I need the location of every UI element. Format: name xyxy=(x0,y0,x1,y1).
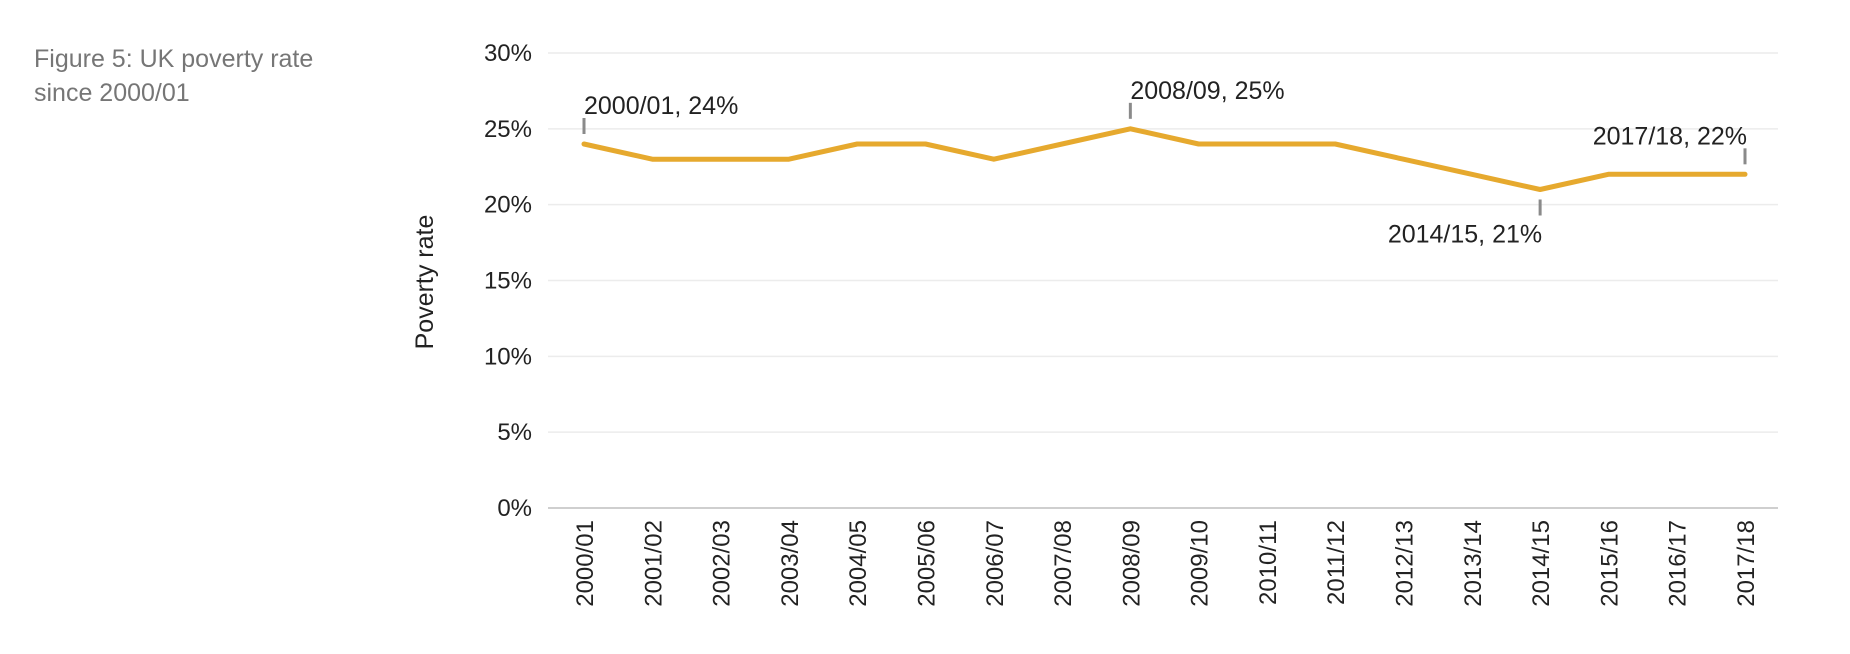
y-axis: 0% 5% 10% 15% 20% 25% 30% xyxy=(484,40,532,522)
y-tick-label: 30% xyxy=(484,40,532,67)
annotation-label: 2014/15, 21% xyxy=(1388,221,1542,249)
x-tick-label: 2012/13 xyxy=(1392,520,1419,607)
x-tick-label: 2016/17 xyxy=(1665,520,1692,607)
annotation-label: 2008/09, 25% xyxy=(1130,77,1284,105)
y-tick-label: 15% xyxy=(484,268,532,295)
figure-title: Figure 5: UK poverty rate since 2000/01 xyxy=(34,45,314,107)
series-layer xyxy=(581,126,1748,192)
y-tick-label: 0% xyxy=(497,495,532,522)
x-tick-label: 2014/15 xyxy=(1528,520,1555,607)
gridlines xyxy=(548,52,1778,509)
x-axis: 2000/01 2001/02 2002/03 2003/04 2004/05 2005/… xyxy=(572,520,1760,607)
y-axis-label: Poverty rate xyxy=(411,215,439,350)
x-tick-label: 2001/02 xyxy=(640,520,667,607)
x-tick-label: 2015/16 xyxy=(1596,520,1623,607)
x-tick-label: 2006/07 xyxy=(982,520,1009,607)
x-tick-label: 2009/10 xyxy=(1187,520,1214,607)
x-tick-label: 2005/06 xyxy=(913,520,940,607)
x-tick-label: 2000/01 xyxy=(572,520,599,607)
y-tick-label: 10% xyxy=(484,343,532,370)
x-tick-label: 2003/04 xyxy=(777,520,804,607)
y-tick-label: 20% xyxy=(484,192,532,219)
y-tick-label: 25% xyxy=(484,116,532,143)
x-tick-label: 2002/03 xyxy=(709,520,736,607)
x-tick-label: 2007/08 xyxy=(1050,520,1077,607)
series-line xyxy=(581,126,1748,192)
annotation-label: 2000/01, 24% xyxy=(584,92,738,120)
x-tick-label: 2017/18 xyxy=(1733,520,1760,607)
x-tick-label: 2008/09 xyxy=(1118,520,1145,607)
annotation-label: 2017/18, 22% xyxy=(1593,122,1747,150)
annotations: 2000/01, 24% 2008/09, 25% 2014/15, 21% 2017… xyxy=(582,77,1747,249)
x-tick-label: 2010/11 xyxy=(1255,520,1282,605)
x-tick-label: 2004/05 xyxy=(845,520,872,607)
y-tick-label: 5% xyxy=(497,419,532,446)
x-tick-label: 2013/14 xyxy=(1460,520,1487,607)
x-tick-label: 2011/12 xyxy=(1323,520,1350,605)
